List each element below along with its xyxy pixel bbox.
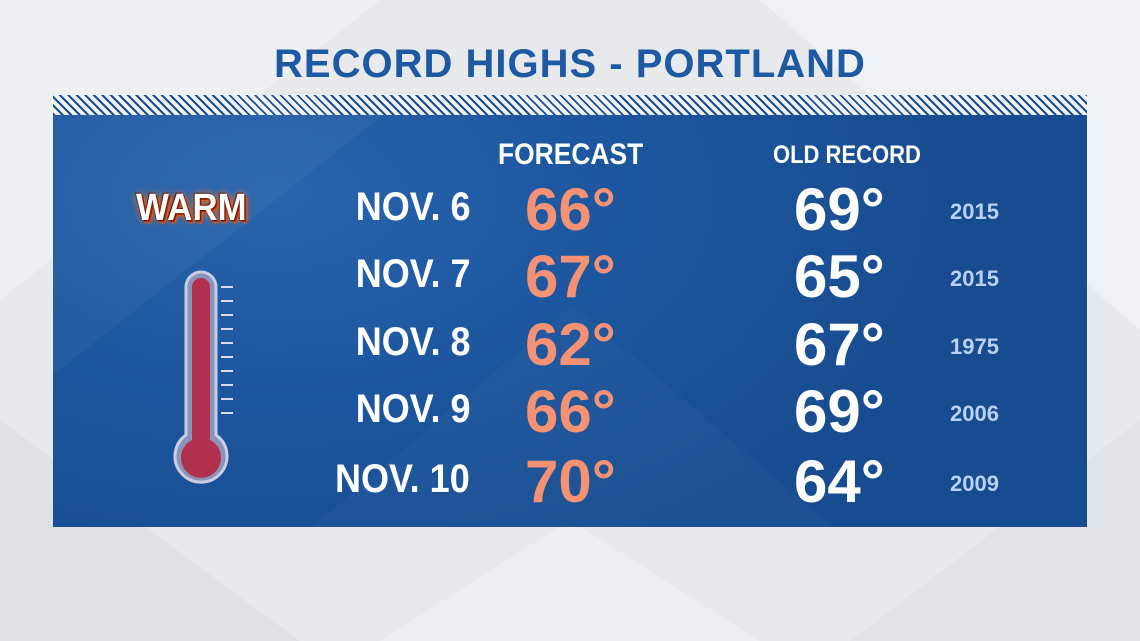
old-record-temp: 64°: [794, 448, 885, 515]
date-label: NOV. 6: [355, 185, 470, 229]
record-row: NOV. 8 62° 67° 1975: [53, 311, 1087, 386]
record-year: 1975: [950, 334, 999, 359]
warm-label: WARM: [136, 187, 247, 229]
panel-highlight: [53, 115, 383, 375]
old-record-column-header: OLD RECORD: [773, 141, 921, 169]
record-year: 2015: [950, 266, 999, 291]
old-record-temp: 65°: [794, 243, 885, 310]
forecast-column-header: FORECAST: [498, 138, 644, 171]
old-record-temp: 69°: [794, 176, 885, 243]
record-row: NOV. 10 70° 64° 2009: [53, 448, 1087, 523]
date-label: NOV. 10: [335, 457, 470, 501]
date-label: NOV. 9: [355, 387, 470, 431]
record-year: 2006: [950, 401, 999, 426]
record-year: 2009: [950, 471, 999, 496]
record-row: NOV. 7 67° 65° 2015: [53, 243, 1087, 318]
date-label: NOV. 7: [355, 252, 470, 296]
record-row: NOV. 6 66° 69° 2015: [53, 176, 1087, 251]
records-panel: FORECAST OLD RECORD WARM NOV. 6 66° 69° …: [53, 115, 1087, 527]
forecast-temp: 67°: [525, 243, 616, 310]
hatch-divider: [53, 95, 1087, 115]
record-year: 2015: [950, 199, 999, 224]
page-title: RECORD HIGHS - PORTLAND: [274, 42, 866, 86]
date-label: NOV. 8: [355, 320, 470, 364]
forecast-temp: 70°: [525, 448, 616, 515]
forecast-temp: 66°: [525, 176, 616, 243]
forecast-temp: 62°: [525, 311, 616, 378]
forecast-temp: 66°: [525, 378, 616, 445]
old-record-temp: 69°: [794, 378, 885, 445]
old-record-temp: 67°: [794, 311, 885, 378]
thermometer-icon: [173, 270, 233, 484]
record-row: NOV. 9 66° 69° 2006: [53, 378, 1087, 453]
